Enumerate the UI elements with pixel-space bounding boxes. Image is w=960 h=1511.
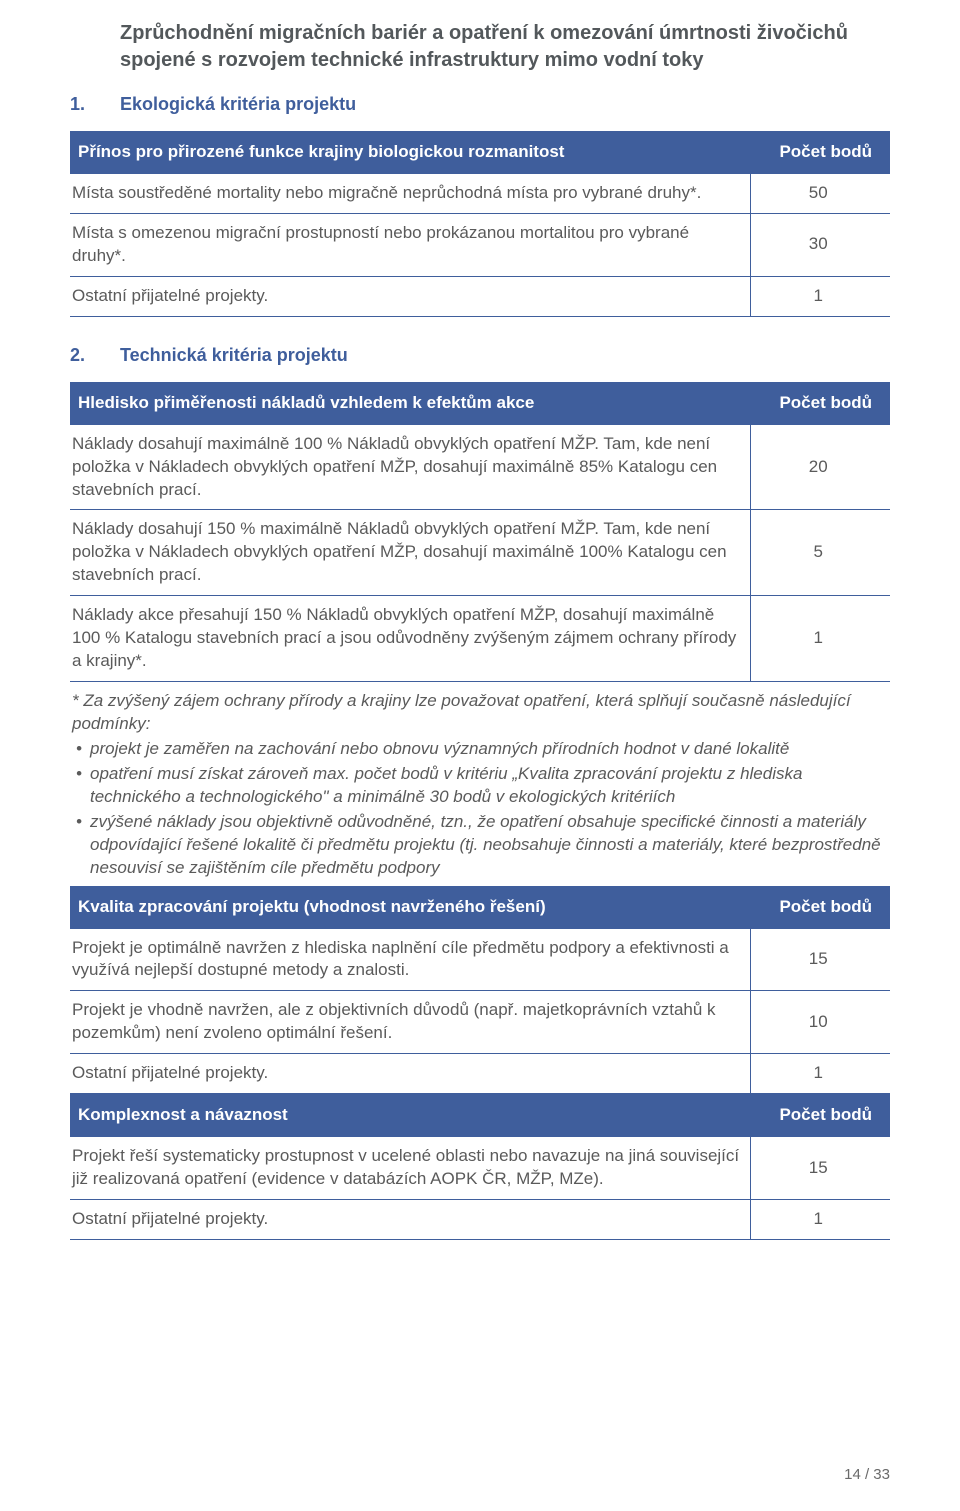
note-intro: * Za zvýšený zájem ochrany přírody a kra… xyxy=(72,690,888,736)
t2-h3-left: Komplexnost a návaznost xyxy=(70,1094,750,1137)
table-row: Místa s omezenou migrační prostupností n… xyxy=(70,213,890,276)
t2-r1-1-text: Náklady dosahují 150 % maximálně Nákladů… xyxy=(70,510,750,596)
table-row: Ostatní přijatelné projekty. 1 xyxy=(70,1200,890,1240)
note-bullet: projekt je zaměřen na zachování nebo obn… xyxy=(72,738,888,761)
table-row: Projekt je optimálně navržen z hlediska … xyxy=(70,929,890,991)
table-row: Náklady dosahují maximálně 100 % Nákladů… xyxy=(70,425,890,510)
section-2-label: Technická kritéria projektu xyxy=(120,345,348,366)
t2-r2-0-text: Projekt je optimálně navržen z hlediska … xyxy=(70,929,750,991)
t2-h3-right: Počet bodů xyxy=(750,1094,890,1137)
t1-header-right: Počet bodů xyxy=(750,131,890,174)
section-1-label: Ekologická kritéria projektu xyxy=(120,94,356,115)
t1-r0-pts: 50 xyxy=(750,174,890,213)
title-line-2: spojené s rozvojem technické infrastrukt… xyxy=(120,47,890,74)
t2-r3-1-pts: 1 xyxy=(750,1200,890,1240)
t1-r1-text: Místa s omezenou migrační prostupností n… xyxy=(70,213,750,276)
table-1-header: Přínos pro přirozené funkce krajiny biol… xyxy=(70,131,890,174)
section-2-heading: 2. Technická kritéria projektu xyxy=(70,345,890,366)
t2-r1-0-text: Náklady dosahují maximálně 100 % Nákladů… xyxy=(70,425,750,510)
t2-header-3: Komplexnost a návaznost Počet bodů xyxy=(70,1094,890,1137)
t2-r1-0-pts: 20 xyxy=(750,425,890,510)
table-row: Projekt je vhodně navržen, ale z objekti… xyxy=(70,991,890,1054)
page-title: Zprůchodnění migračních bariér a opatřen… xyxy=(120,20,890,74)
t2-r3-0-pts: 15 xyxy=(750,1137,890,1199)
t1-header-left: Přínos pro přirozené funkce krajiny biol… xyxy=(70,131,750,174)
table-row: Náklady dosahují 150 % maximálně Nákladů… xyxy=(70,510,890,596)
table-row: Místa soustředěné mortality nebo migračn… xyxy=(70,174,890,213)
t2-r2-2-text: Ostatní přijatelné projekty. xyxy=(70,1054,750,1094)
t2-header-1: Hledisko přiměřenosti nákladů vzhledem k… xyxy=(70,382,890,425)
t1-r1-pts: 30 xyxy=(750,213,890,276)
note-list: projekt je zaměřen na zachování nebo obn… xyxy=(72,738,888,880)
t2-r1-2-text: Náklady akce přesahují 150 % Nákladů obv… xyxy=(70,596,750,682)
criteria-table-2: Hledisko přiměřenosti nákladů vzhledem k… xyxy=(70,382,890,1240)
t2-r2-1-text: Projekt je vhodně navržen, ale z objekti… xyxy=(70,991,750,1054)
t1-r2-pts: 1 xyxy=(750,276,890,316)
criteria-table-1: Přínos pro přirozené funkce krajiny biol… xyxy=(70,131,890,317)
note-bullet: zvýšené náklady jsou objektivně odůvodně… xyxy=(72,811,888,880)
title-line-1: Zprůchodnění migračních bariér a opatřen… xyxy=(120,20,890,47)
t2-r1-2-pts: 1 xyxy=(750,596,890,682)
t1-r0-text: Místa soustředěné mortality nebo migračn… xyxy=(70,174,750,213)
section-2-num: 2. xyxy=(70,345,120,366)
t2-h1-left: Hledisko přiměřenosti nákladů vzhledem k… xyxy=(70,382,750,425)
t2-header-2: Kvalita zpracování projektu (vhodnost na… xyxy=(70,886,890,929)
t2-r2-0-pts: 15 xyxy=(750,929,890,991)
table-row: Ostatní přijatelné projekty. 1 xyxy=(70,276,890,316)
t2-r2-2-pts: 1 xyxy=(750,1054,890,1094)
table-row: Ostatní přijatelné projekty. 1 xyxy=(70,1054,890,1094)
t2-h2-left: Kvalita zpracování projektu (vhodnost na… xyxy=(70,886,750,929)
table-row: Projekt řeší systematicky prostupnost v … xyxy=(70,1137,890,1199)
table-row: Náklady akce přesahují 150 % Nákladů obv… xyxy=(70,596,890,682)
t2-r1-1-pts: 5 xyxy=(750,510,890,596)
t2-r3-1-text: Ostatní přijatelné projekty. xyxy=(70,1200,750,1240)
section-1-num: 1. xyxy=(70,94,120,115)
note-cell: * Za zvýšený zájem ochrany přírody a kra… xyxy=(70,682,890,886)
note-row: * Za zvýšený zájem ochrany přírody a kra… xyxy=(70,682,890,886)
section-1-heading: 1. Ekologická kritéria projektu xyxy=(70,94,890,115)
t2-h2-right: Počet bodů xyxy=(750,886,890,929)
page-number: 14 / 33 xyxy=(844,1466,890,1483)
t2-r3-0-text: Projekt řeší systematicky prostupnost v … xyxy=(70,1137,750,1199)
t1-r2-text: Ostatní přijatelné projekty. xyxy=(70,276,750,316)
note-bullet: opatření musí získat zároveň max. počet … xyxy=(72,763,888,809)
t2-h1-right: Počet bodů xyxy=(750,382,890,425)
t2-r2-1-pts: 10 xyxy=(750,991,890,1054)
